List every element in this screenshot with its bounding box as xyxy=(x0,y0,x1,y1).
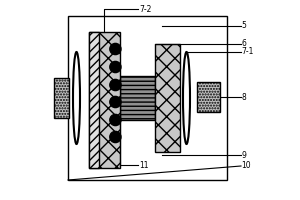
Text: 7-2: 7-2 xyxy=(139,4,152,14)
Text: 7-1: 7-1 xyxy=(242,47,254,56)
Circle shape xyxy=(110,61,121,73)
Text: 5: 5 xyxy=(242,21,247,30)
Bar xyxy=(89,32,99,168)
Text: 10: 10 xyxy=(242,162,251,170)
Bar xyxy=(155,44,180,152)
Circle shape xyxy=(110,114,121,126)
Text: 9: 9 xyxy=(242,150,247,160)
Text: 11: 11 xyxy=(139,160,148,170)
Circle shape xyxy=(110,43,121,55)
Text: 6: 6 xyxy=(242,40,247,48)
Circle shape xyxy=(110,79,121,91)
Bar xyxy=(68,16,227,180)
Bar xyxy=(197,82,220,112)
Bar xyxy=(54,78,69,118)
Bar xyxy=(120,76,155,120)
Ellipse shape xyxy=(73,52,80,144)
Ellipse shape xyxy=(183,52,190,144)
Text: 8: 8 xyxy=(242,92,246,102)
Circle shape xyxy=(110,131,121,143)
Circle shape xyxy=(110,96,121,108)
Bar xyxy=(89,32,120,168)
